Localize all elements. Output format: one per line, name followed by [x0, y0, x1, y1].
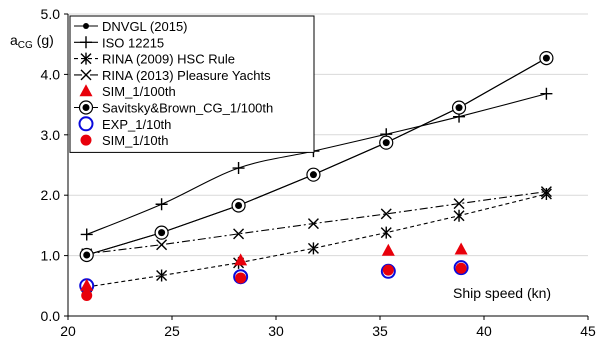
series-layer	[79, 50, 554, 301]
series-2-point-1	[156, 269, 168, 282]
series-5	[79, 50, 554, 263]
series-3-point-1	[156, 239, 168, 251]
y-tick-label-5: 5.0	[41, 6, 61, 22]
series-7-point-3	[455, 262, 467, 274]
legend: DNVGL (2015)ISO 12215 RINA (2009) HSC Rul…	[69, 15, 315, 153]
legend-marker-7	[80, 134, 92, 146]
series-4-point-3	[454, 242, 468, 255]
legend-item-1: ISO 12215	[74, 35, 164, 50]
y-tick-label-2: 2.0	[41, 187, 61, 203]
series-2-point-3	[307, 242, 319, 255]
y-tick-label-3: 3.0	[41, 127, 61, 143]
series-6	[79, 260, 469, 294]
legend-label-1: ISO 12215	[102, 35, 164, 50]
series-4-point-2	[381, 243, 395, 256]
series-5-point-6	[539, 50, 554, 66]
series-2-point-4	[380, 226, 392, 239]
legend-label-4: SIM_1/100th	[102, 84, 176, 99]
series-5-point-1	[154, 225, 169, 240]
series-5-point-0	[79, 247, 94, 263]
legend-marker-5	[78, 100, 94, 115]
legend-box	[69, 15, 315, 153]
y-tick-label-1: 1.0	[41, 248, 61, 264]
x-tick-label-4: 40	[476, 323, 492, 339]
series-3-point-3	[307, 218, 319, 230]
series-5-point-5	[451, 100, 467, 115]
y-axis-label-unit: (g)	[33, 32, 54, 48]
y-axis-label: aCG (g)	[10, 32, 54, 51]
x-tick-label-0: 20	[60, 323, 76, 339]
legend-item-4: SIM_1/100th	[79, 84, 176, 99]
series-3-point-4	[380, 208, 392, 220]
legend-item-2: RINA (2009) HSC Rule	[74, 52, 235, 67]
legend-marker-1	[80, 36, 92, 49]
series-4-point-0	[80, 278, 94, 291]
legend-item-0: DNVGL (2015)	[74, 19, 188, 34]
series-1-point-2	[232, 162, 245, 175]
legend-marker-0	[83, 23, 89, 29]
x-tick-label-1: 25	[164, 323, 180, 339]
series-5-point-2	[231, 198, 246, 213]
legend-label-7: SIM_1/10th	[102, 133, 169, 148]
x-tick-label-2: 30	[268, 323, 284, 339]
series-2-point-5	[453, 209, 465, 222]
series-7-point-1	[235, 272, 247, 284]
legend-marker-4	[79, 84, 93, 97]
y-tick-label-0: 0.0	[41, 308, 61, 324]
series-7-point-2	[382, 264, 394, 276]
x-tick-label-3: 35	[372, 323, 388, 339]
series-3-point-2	[233, 228, 245, 240]
series-7-point-0	[81, 289, 93, 301]
legend-marker-2	[80, 52, 92, 65]
series-4	[80, 242, 468, 291]
legend-label-0: DNVGL (2015)	[102, 19, 188, 34]
series-5-point-3	[306, 167, 321, 182]
series-1-point-6	[540, 87, 553, 100]
y-tick-label-4: 4.0	[41, 66, 61, 82]
series-2-point-6	[540, 187, 552, 200]
y-axis-label-main: a	[10, 32, 18, 48]
series-2-line	[86, 193, 547, 288]
axes: 20 25 30 35 40 45 0.0 1.0 2.0 3.0 4.0 5.0	[41, 6, 596, 339]
legend-item-7: SIM_1/10th	[80, 133, 169, 148]
series-4-point-1	[234, 253, 248, 266]
x-tick-label-5: 45	[580, 323, 596, 339]
series-3-point-5	[453, 198, 465, 210]
y-axis-label-sub: CG	[18, 40, 33, 51]
legend-item-5: Savitsky&Brown_CG_1/100th	[74, 100, 273, 116]
legend-marker-3	[80, 69, 92, 81]
legend-marker-6	[78, 116, 94, 132]
legend-label-6: EXP_1/10th	[102, 117, 171, 132]
series-1-point-0	[80, 228, 93, 241]
legend-label-5: Savitsky&Brown_CG_1/100th	[102, 101, 273, 116]
x-axis-label: Ship speed (kn)	[453, 285, 551, 301]
legend-label-2: RINA (2009) HSC Rule	[102, 52, 235, 67]
series-1-point-1	[155, 198, 168, 211]
legend-label-3: RINA (2013) Pleasure Yachts	[102, 68, 271, 83]
series-5-point-4	[379, 135, 394, 150]
legend-item-6: EXP_1/10th	[78, 116, 171, 132]
legend-item-3: RINA (2013) Pleasure Yachts	[74, 68, 271, 83]
series-7	[81, 262, 467, 301]
series-2	[81, 187, 552, 294]
